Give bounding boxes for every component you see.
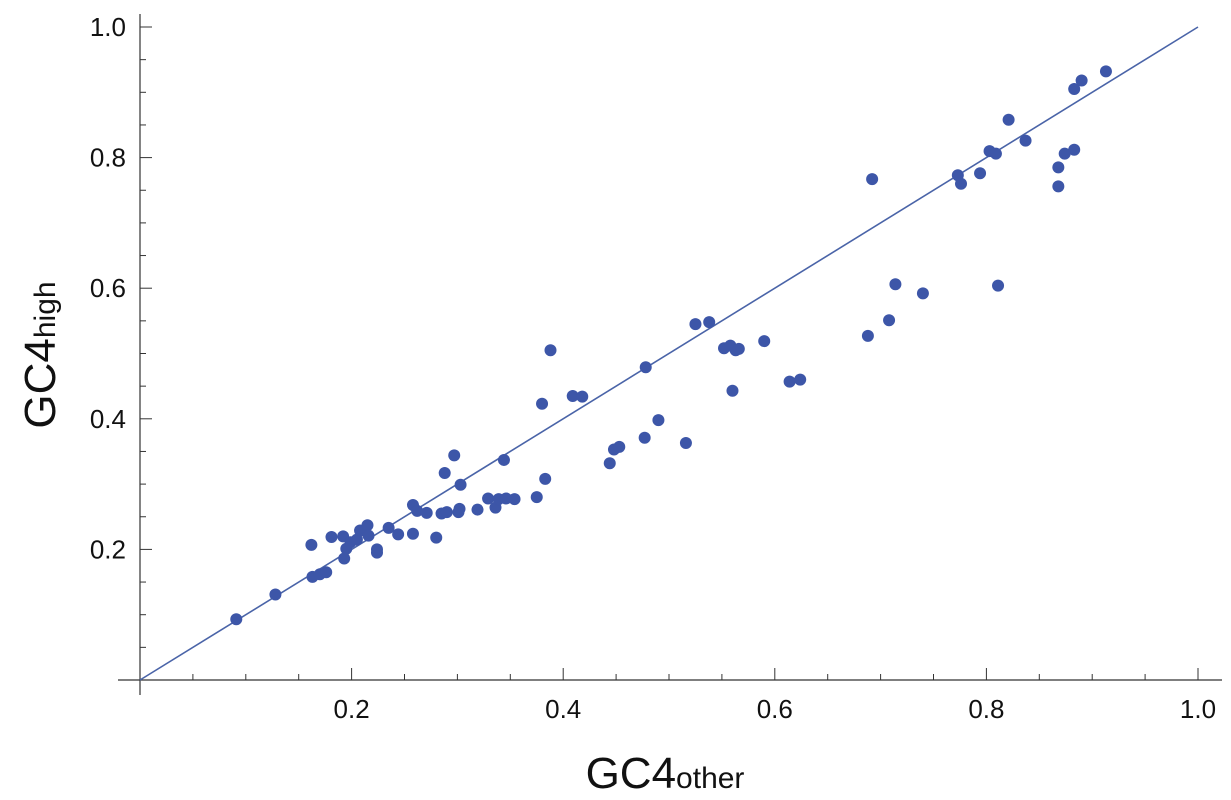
y-tick-label: 1.0 — [90, 12, 126, 42]
x-axis-title: GC4other — [586, 749, 745, 798]
data-point — [889, 278, 902, 291]
data-point — [392, 528, 405, 541]
reference-line-layer — [139, 26, 1199, 681]
data-point — [361, 519, 374, 532]
data-point — [453, 502, 466, 515]
data-point — [758, 335, 771, 348]
data-point — [1068, 83, 1081, 96]
data-point — [382, 521, 395, 534]
data-point — [482, 492, 495, 505]
data-point — [703, 316, 716, 329]
data-point — [325, 530, 338, 543]
data-point — [362, 529, 375, 542]
data-point — [438, 466, 451, 479]
data-point — [544, 344, 557, 357]
x-tick-label: 0.4 — [545, 694, 581, 724]
data-point — [411, 504, 424, 517]
data-point — [1075, 74, 1088, 87]
y-axis: 0.2 0.4 0.6 0.8 1.0 — [90, 12, 152, 695]
y-tick-label: 0.8 — [90, 143, 126, 173]
x-axis-title-subscript: other — [676, 762, 744, 795]
data-point — [536, 397, 549, 410]
data-point — [497, 453, 510, 466]
data-point — [1019, 134, 1032, 147]
data-point — [989, 147, 1002, 160]
data-point — [440, 506, 453, 519]
data-point — [566, 389, 579, 402]
data-point — [861, 329, 874, 342]
data-point — [726, 384, 739, 397]
reference-line — [139, 26, 1199, 681]
data-point — [689, 318, 702, 331]
data-point — [420, 506, 433, 519]
x-axis: 0.2 0.4 0.6 0.8 1.0 — [118, 668, 1222, 724]
data-points — [230, 65, 1112, 626]
y-axis-title: GC4high — [16, 281, 65, 428]
data-point — [783, 375, 796, 388]
x-axis-title-main: GC4 — [586, 749, 676, 798]
x-tick-label: 0.8 — [968, 694, 1004, 724]
y-axis-title-main: GC4 — [16, 338, 65, 428]
data-point — [1058, 147, 1071, 160]
data-point — [916, 287, 929, 300]
data-point — [1002, 113, 1015, 126]
data-point — [350, 533, 363, 546]
data-point — [539, 472, 552, 485]
data-point — [305, 538, 318, 551]
data-point — [269, 588, 282, 601]
data-point — [955, 177, 968, 190]
data-point — [638, 431, 651, 444]
x-tick-label: 1.0 — [1180, 694, 1216, 724]
x-tick-label: 0.6 — [757, 694, 793, 724]
data-point — [320, 566, 333, 579]
data-point — [370, 546, 383, 559]
data-point — [974, 167, 987, 180]
data-point — [794, 373, 807, 386]
data-point — [1099, 65, 1112, 78]
y-axis-title-subscript: high — [29, 281, 62, 338]
data-point — [530, 491, 543, 504]
data-point — [639, 361, 652, 374]
data-point — [992, 279, 1005, 292]
data-point — [508, 493, 521, 506]
data-point — [679, 436, 692, 449]
data-point — [732, 342, 745, 355]
data-point — [430, 531, 443, 544]
data-point — [866, 173, 879, 186]
data-point — [613, 440, 626, 453]
x-tick-label: 0.2 — [334, 694, 370, 724]
data-point — [406, 527, 419, 540]
data-point — [448, 449, 461, 462]
data-point — [454, 478, 467, 491]
data-point — [1068, 143, 1081, 156]
data-point — [338, 552, 351, 565]
data-point — [603, 457, 616, 470]
y-tick-label: 0.2 — [90, 534, 126, 564]
y-tick-label: 0.6 — [90, 273, 126, 303]
data-point — [1052, 180, 1065, 193]
data-point — [652, 414, 665, 427]
y-tick-label: 0.4 — [90, 404, 126, 434]
data-point — [471, 503, 484, 516]
data-point — [1052, 161, 1065, 174]
data-point — [230, 613, 243, 626]
data-point — [576, 390, 589, 403]
data-point — [883, 314, 896, 327]
